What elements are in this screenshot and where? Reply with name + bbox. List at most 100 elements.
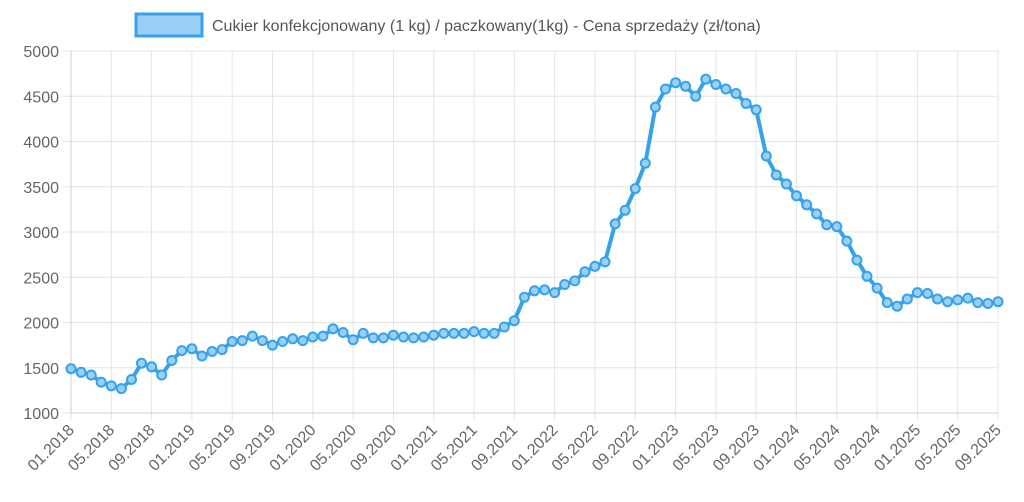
data-point[interactable] (65, 363, 77, 375)
data-point[interactable] (418, 331, 430, 343)
data-point[interactable] (629, 183, 641, 195)
data-point[interactable] (448, 327, 460, 339)
data-point[interactable] (922, 288, 933, 299)
data-point[interactable] (287, 333, 299, 345)
data-point[interactable] (881, 297, 893, 309)
data-point[interactable] (186, 343, 198, 355)
data-point[interactable] (579, 266, 591, 278)
data-point[interactable] (982, 298, 994, 309)
data-point[interactable] (216, 344, 228, 356)
data-point[interactable] (236, 335, 248, 347)
data-point[interactable] (680, 80, 692, 92)
data-point[interactable] (75, 366, 87, 378)
data-point[interactable] (317, 330, 329, 342)
data-point[interactable] (911, 287, 923, 299)
data-point[interactable] (146, 361, 158, 373)
data-point[interactable] (710, 79, 722, 90)
data-point[interactable] (468, 326, 480, 338)
data-point[interactable] (549, 287, 561, 299)
data-point[interactable] (649, 101, 661, 113)
y-tick-label: 2000 (23, 316, 59, 333)
data-point[interactable] (639, 157, 651, 169)
data-point[interactable] (770, 169, 782, 181)
data-point[interactable] (518, 291, 530, 303)
data-point[interactable] (478, 327, 490, 339)
data-point[interactable] (851, 254, 863, 266)
data-point[interactable] (972, 297, 984, 309)
data-point[interactable] (619, 204, 631, 216)
data-point[interactable] (569, 275, 581, 287)
data-point[interactable] (95, 376, 107, 388)
data-point[interactable] (962, 292, 974, 304)
data-point[interactable] (357, 327, 369, 339)
y-tick-label: 1000 (23, 406, 59, 423)
legend[interactable]: Cukier konfekcjonowany (1 kg) / paczkowa… (134, 12, 761, 38)
data-point[interactable] (307, 331, 319, 343)
data-point[interactable] (226, 336, 238, 347)
data-point[interactable] (166, 355, 178, 366)
data-point[interactable] (105, 380, 117, 392)
data-point[interactable] (508, 315, 520, 327)
data-point[interactable] (811, 208, 823, 220)
data-point[interactable] (740, 98, 752, 109)
data-point[interactable] (327, 323, 339, 335)
data-point[interactable] (952, 294, 964, 306)
data-point[interactable] (539, 284, 551, 296)
data-point[interactable] (609, 218, 621, 230)
data-point[interactable] (821, 219, 833, 231)
data-point[interactable] (246, 330, 258, 342)
data-point[interactable] (801, 199, 813, 211)
data-point[interactable] (428, 329, 440, 341)
data-point[interactable] (901, 293, 913, 305)
data-point[interactable] (458, 327, 470, 339)
data-point[interactable] (398, 331, 409, 343)
data-point[interactable] (720, 83, 732, 95)
data-point[interactable] (559, 279, 571, 290)
data-point[interactable] (176, 345, 188, 357)
data-point[interactable] (871, 282, 883, 294)
data-point[interactable] (267, 339, 278, 351)
y-tick-label: 3000 (23, 225, 59, 242)
data-point[interactable] (367, 332, 379, 344)
data-point[interactable] (136, 357, 147, 369)
data-point[interactable] (337, 327, 349, 338)
data-point[interactable] (841, 235, 853, 247)
data-point[interactable] (206, 346, 218, 357)
data-point[interactable] (196, 350, 208, 362)
data-point[interactable] (126, 374, 137, 385)
data-point[interactable] (156, 369, 168, 381)
data-point[interactable] (529, 285, 540, 297)
data-point[interactable] (700, 73, 712, 85)
data-point[interactable] (780, 178, 792, 190)
y-tick-label: 3500 (23, 180, 59, 197)
legend-label: Cukier konfekcjonowany (1 kg) / paczkowa… (212, 18, 761, 35)
series-line (69, 77, 1000, 391)
data-point[interactable] (589, 260, 601, 272)
data-point[interactable] (831, 221, 843, 233)
data-point[interactable] (377, 332, 389, 344)
data-point[interactable] (85, 369, 97, 381)
data-point[interactable] (387, 329, 399, 341)
data-point[interactable] (861, 270, 873, 282)
data-point[interactable] (277, 336, 289, 347)
data-point[interactable] (488, 327, 500, 339)
data-point[interactable] (932, 293, 943, 305)
data-point[interactable] (347, 334, 359, 346)
data-point[interactable] (408, 332, 420, 344)
data-point[interactable] (660, 83, 671, 95)
data-point[interactable] (438, 327, 450, 339)
data-point[interactable] (760, 150, 772, 162)
data-point[interactable] (690, 90, 702, 102)
data-point[interactable] (297, 335, 309, 347)
data-point[interactable] (730, 88, 742, 99)
data-point[interactable] (115, 383, 127, 395)
data-point[interactable] (791, 190, 802, 202)
data-point[interactable] (498, 321, 510, 333)
data-point[interactable] (599, 256, 611, 268)
data-point[interactable] (992, 296, 1004, 308)
data-point[interactable] (256, 335, 268, 347)
data-point[interactable] (670, 77, 682, 89)
data-point[interactable] (942, 296, 954, 308)
data-point[interactable] (750, 104, 762, 116)
data-point[interactable] (891, 300, 903, 312)
